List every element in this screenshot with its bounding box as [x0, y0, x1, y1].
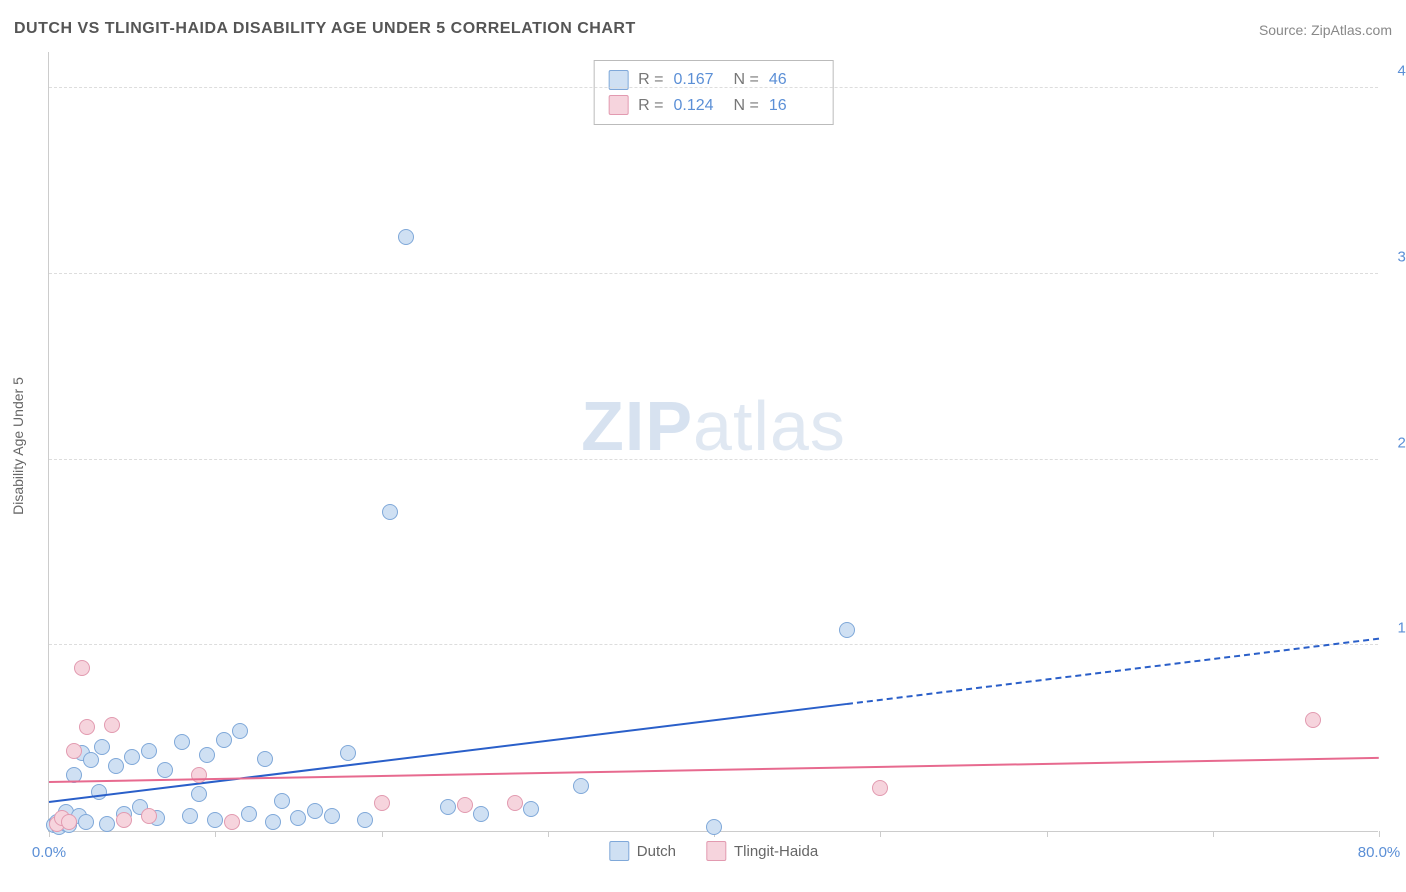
data-point: [191, 767, 207, 783]
data-point: [116, 812, 132, 828]
data-point: [232, 723, 248, 739]
data-point: [141, 743, 157, 759]
data-point: [94, 739, 110, 755]
legend-swatch: [608, 95, 628, 115]
legend-label: Tlingit-Haida: [734, 843, 818, 860]
y-tick-label: 40.0%: [1397, 63, 1406, 80]
legend-swatch: [609, 841, 629, 861]
source-link[interactable]: ZipAtlas.com: [1311, 22, 1392, 38]
y-tick-label: 10.0%: [1397, 620, 1406, 637]
x-tick: [382, 831, 383, 837]
n-value: 16: [769, 93, 819, 119]
data-point: [61, 814, 77, 830]
data-point: [290, 810, 306, 826]
x-tick: [548, 831, 549, 837]
data-point: [207, 812, 223, 828]
x-tick: [1047, 831, 1048, 837]
data-point: [872, 780, 888, 796]
data-point: [79, 719, 95, 735]
watermark-atlas: atlas: [693, 387, 846, 465]
data-point: [91, 784, 107, 800]
trend-line: [49, 757, 1379, 783]
data-point: [274, 793, 290, 809]
r-value: 0.167: [674, 67, 724, 93]
data-point: [440, 799, 456, 815]
data-point: [83, 752, 99, 768]
y-axis-label: Disability Age Under 5: [10, 377, 26, 515]
data-point: [124, 749, 140, 765]
data-point: [839, 622, 855, 638]
data-point: [374, 795, 390, 811]
stats-legend-row: R = 0.124 N = 16: [608, 93, 819, 119]
scatter-plot: ZIPatlas R =0.167N =46R =0.124N =16 Dutc…: [48, 52, 1378, 832]
data-point: [224, 814, 240, 830]
data-point: [174, 734, 190, 750]
data-point: [523, 801, 539, 817]
legend-swatch: [706, 841, 726, 861]
series-legend: Dutch Tlingit-Haida: [609, 841, 818, 861]
source-attribution: Source: ZipAtlas.com: [1259, 22, 1392, 38]
data-point: [324, 808, 340, 824]
legend-label: Dutch: [637, 843, 676, 860]
y-tick-label: 30.0%: [1397, 248, 1406, 265]
data-point: [706, 819, 722, 835]
data-point: [340, 745, 356, 761]
trend-line: [49, 703, 847, 803]
data-point: [157, 762, 173, 778]
data-point: [573, 778, 589, 794]
data-point: [398, 229, 414, 245]
watermark-zip: ZIP: [581, 387, 693, 465]
data-point: [1305, 712, 1321, 728]
data-point: [507, 795, 523, 811]
x-tick: [1213, 831, 1214, 837]
n-value: 46: [769, 67, 819, 93]
data-point: [473, 806, 489, 822]
data-point: [104, 717, 120, 733]
data-point: [241, 806, 257, 822]
x-tick: [880, 831, 881, 837]
trend-line: [847, 638, 1379, 705]
watermark: ZIPatlas: [581, 386, 846, 466]
y-tick-label: 20.0%: [1397, 434, 1406, 451]
n-label: N =: [734, 93, 759, 119]
x-tick: [1379, 831, 1380, 837]
n-label: N =: [734, 67, 759, 93]
data-point: [382, 504, 398, 520]
gridline: [49, 459, 1378, 460]
r-label: R =: [638, 93, 663, 119]
data-point: [141, 808, 157, 824]
x-tick-label: 80.0%: [1358, 844, 1401, 861]
data-point: [257, 751, 273, 767]
r-value: 0.124: [674, 93, 724, 119]
data-point: [182, 808, 198, 824]
data-point: [191, 786, 207, 802]
source-prefix: Source:: [1259, 22, 1311, 38]
data-point: [265, 814, 281, 830]
legend-item: Tlingit-Haida: [706, 841, 818, 861]
data-point: [199, 747, 215, 763]
x-tick: [215, 831, 216, 837]
chart-title: DUTCH VS TLINGIT-HAIDA DISABILITY AGE UN…: [14, 20, 636, 38]
data-point: [78, 814, 94, 830]
gridline: [49, 644, 1378, 645]
data-point: [99, 816, 115, 832]
stats-legend: R = 0.167 N = 46 R = 0.124 N = 16: [593, 60, 834, 125]
data-point: [108, 758, 124, 774]
x-tick-label: 0.0%: [32, 844, 66, 861]
gridline: [49, 273, 1378, 274]
data-point: [74, 660, 90, 676]
r-label: R =: [638, 67, 663, 93]
stats-legend-row: R = 0.167 N = 46: [608, 67, 819, 93]
legend-item: Dutch: [609, 841, 676, 861]
data-point: [307, 803, 323, 819]
gridline: [49, 87, 1378, 88]
data-point: [457, 797, 473, 813]
data-point: [357, 812, 373, 828]
data-point: [66, 743, 82, 759]
data-point: [216, 732, 232, 748]
